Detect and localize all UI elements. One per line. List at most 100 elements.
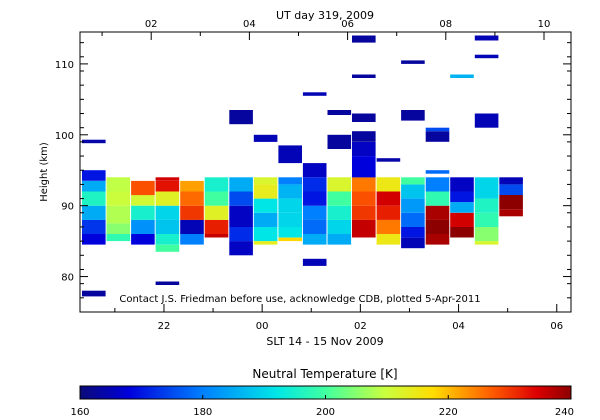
heatmap-cell — [253, 241, 278, 245]
heatmap-cell — [401, 226, 425, 238]
heatmap-cell — [450, 212, 474, 227]
heatmap-cell — [401, 184, 425, 199]
heatmap-cell — [376, 205, 401, 220]
heatmap-cell — [425, 205, 450, 220]
heatmap-cell — [82, 234, 106, 245]
y-tick-label: 80 — [61, 273, 74, 284]
heatmap-cell — [155, 219, 180, 234]
heatmap-cell — [106, 234, 131, 242]
heatmap-cell — [327, 234, 352, 245]
heatmap-cell — [474, 35, 499, 41]
heatmap-cell — [425, 131, 450, 142]
heatmap-cell — [229, 205, 253, 227]
heatmap-cell — [352, 74, 376, 78]
heatmap-cell — [229, 177, 253, 192]
heatmap-cell — [155, 177, 180, 181]
heatmap-cell — [82, 180, 106, 192]
heatmap-cell — [474, 198, 499, 213]
heatmap-cell — [131, 180, 155, 196]
heatmap-cell — [352, 35, 376, 43]
heatmap-cell — [401, 212, 425, 227]
heatmap-cell — [352, 219, 376, 238]
heatmap-cell — [474, 177, 499, 199]
heatmap-cell — [401, 60, 425, 64]
x-bottom-tick-label: 02 — [354, 321, 367, 332]
heatmap-cell — [450, 177, 474, 192]
heatmap-cell — [376, 158, 401, 162]
heatmap-cell — [131, 195, 155, 206]
heatmap-cell — [327, 191, 352, 206]
heatmap-cell — [474, 226, 499, 242]
heatmap-cell — [401, 110, 425, 121]
heatmap-cell — [155, 244, 180, 252]
x-top-tick-label: 08 — [439, 19, 452, 30]
colorbar-tick-label: 180 — [193, 407, 212, 418]
plot-frame — [79, 31, 572, 313]
heatmap-cell — [401, 237, 425, 249]
heatmap-cell — [204, 234, 229, 238]
heatmap-cell — [253, 184, 278, 199]
heatmap-cell — [450, 202, 474, 213]
heatmap-cell — [106, 205, 131, 224]
x-top-tick-label: 04 — [243, 19, 256, 30]
heatmap-cell — [302, 191, 327, 206]
heatmap-cell — [253, 212, 278, 227]
heatmap-cell — [425, 219, 450, 234]
heatmap-cell — [106, 223, 131, 234]
heatmap-cell — [499, 195, 523, 210]
heatmap-cell — [204, 205, 229, 220]
colorbar-tick-label: 220 — [439, 407, 458, 418]
heatmap-cell — [499, 177, 523, 185]
heatmap-cell — [425, 234, 450, 245]
heatmap-cell — [401, 177, 425, 185]
heatmap-cell — [450, 191, 474, 203]
colorbar-tick-label: 240 — [555, 407, 574, 418]
heatmap-cell — [450, 74, 474, 78]
heatmap-cell — [204, 219, 229, 234]
heatmap-cell — [106, 191, 131, 206]
heatmap-cell — [474, 212, 499, 227]
heatmap-cell — [376, 234, 401, 245]
heatmap-cell — [253, 177, 278, 185]
heatmap-cell — [253, 226, 278, 242]
colorbar-tick-label: 200 — [316, 407, 335, 418]
heatmap-cell — [425, 191, 450, 206]
heatmap-cell — [425, 170, 450, 174]
heatmap-cell — [82, 205, 106, 220]
heatmap-cell — [352, 205, 376, 220]
heatmap-cell — [302, 219, 327, 234]
heatmap-cell — [302, 92, 327, 96]
heatmap-cell — [131, 234, 155, 245]
heatmap-cell — [327, 110, 352, 115]
colorbar-label: Neutral Temperature [K] — [252, 367, 397, 381]
x-bottom-tick-label: 06 — [550, 321, 563, 332]
heatmap-cell — [302, 177, 327, 192]
usage-note: Contact J.S. Friedman before use, acknow… — [119, 294, 480, 305]
colorbar-ticks: 160 180 200 220 240 — [70, 395, 574, 418]
heatmap-cell — [352, 141, 376, 157]
heatmap-cell — [425, 127, 450, 132]
heatmap-cell — [253, 198, 278, 213]
heatmap-cell — [278, 145, 302, 164]
x-top-tick-label: 02 — [145, 19, 158, 30]
bottom-axis-title: SLT 14 - 15 Nov 2009 — [266, 335, 383, 348]
heatmap-cell — [425, 177, 450, 192]
heatmap-cell — [474, 241, 499, 245]
heatmap-cell — [82, 219, 106, 234]
colorbar-tick-label: 160 — [70, 407, 89, 418]
heatmap-cell — [155, 191, 180, 206]
heatmap-cell — [499, 184, 523, 195]
x-top-tick-label: 06 — [341, 19, 354, 30]
heatmap-cells — [82, 35, 523, 297]
x-bottom-tick-label: 22 — [158, 321, 171, 332]
heatmap-cell — [155, 234, 180, 245]
heatmap-cell — [155, 281, 180, 285]
heatmap-cell — [474, 113, 499, 128]
heatmap-cell — [327, 219, 352, 234]
heatmap-cell — [499, 209, 523, 217]
heatmap-cell — [106, 177, 131, 192]
heatmap-cell — [155, 180, 180, 192]
heatmap-cell — [327, 134, 352, 149]
heatmap-cell — [352, 191, 376, 206]
